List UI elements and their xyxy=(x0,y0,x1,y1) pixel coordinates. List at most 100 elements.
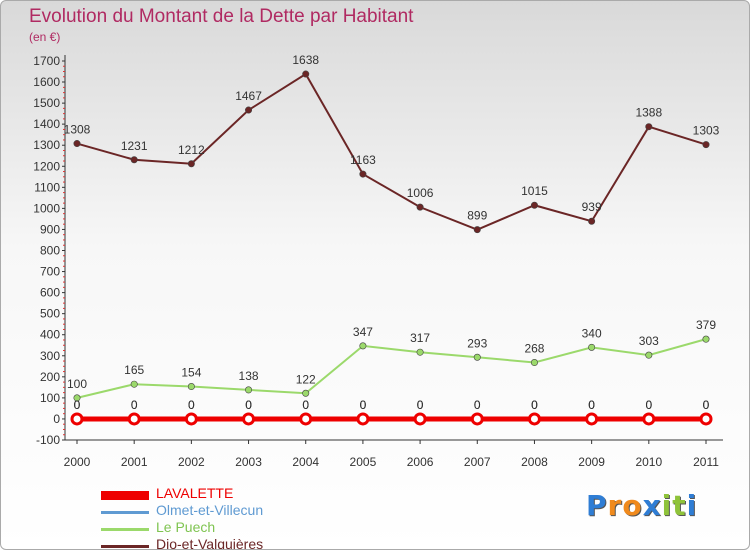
data-label: 1163 xyxy=(350,153,376,167)
data-point xyxy=(73,140,81,148)
legend-swatch xyxy=(101,511,149,514)
x-tick-label: 2003 xyxy=(235,455,262,469)
data-label: 0 xyxy=(188,398,195,412)
legend-label: Dio-et-Valquières xyxy=(156,536,264,550)
x-tick-label: 2006 xyxy=(407,455,434,469)
x-tick-label: 2002 xyxy=(178,455,205,469)
data-point xyxy=(245,386,253,394)
x-tick-label: 2011 xyxy=(693,455,719,469)
data-label: 1388 xyxy=(635,106,662,120)
data-point xyxy=(642,412,656,426)
data-point xyxy=(299,412,313,426)
y-tick-label: 1000 xyxy=(33,201,60,215)
x-tick-label: 2010 xyxy=(635,455,662,469)
logo-letter: r xyxy=(607,489,623,522)
data-label: 0 xyxy=(531,398,538,412)
data-point xyxy=(702,335,710,343)
data-label: 1212 xyxy=(178,143,205,157)
data-label: 0 xyxy=(645,398,652,412)
data-label: 1006 xyxy=(407,186,434,200)
x-tick-label: 2005 xyxy=(350,455,377,469)
logo-letter: i xyxy=(661,489,673,522)
data-point xyxy=(302,389,310,397)
data-label: 0 xyxy=(245,398,252,412)
x-tick-label: 2008 xyxy=(521,455,548,469)
data-point xyxy=(588,217,596,225)
legend-label: LAVALETTE xyxy=(156,485,234,501)
data-point xyxy=(73,394,81,402)
y-tick-label: 1100 xyxy=(34,180,60,194)
data-label: 0 xyxy=(245,398,252,412)
data-label: 0 xyxy=(131,398,138,412)
data-point xyxy=(130,380,138,388)
y-tick-label: 1300 xyxy=(33,138,60,152)
y-tick-label: -100 xyxy=(36,433,60,447)
data-label: 0 xyxy=(360,398,367,412)
data-label: 165 xyxy=(124,363,144,377)
data-label: 0 xyxy=(131,398,138,412)
x-tick-label: 2007 xyxy=(464,455,491,469)
data-point xyxy=(242,412,256,426)
data-label: 0 xyxy=(703,398,710,412)
y-tick-label: 1400 xyxy=(33,117,60,131)
data-label: 0 xyxy=(417,398,424,412)
logo-letter: P xyxy=(586,489,608,522)
data-point xyxy=(702,141,710,149)
data-label: 0 xyxy=(474,398,481,412)
data-point xyxy=(130,156,138,164)
data-point xyxy=(245,106,253,114)
chart-title: Evolution du Montant de la Dette par Hab… xyxy=(29,6,414,27)
data-label: 379 xyxy=(696,318,716,332)
x-tick-label: 2004 xyxy=(292,455,319,469)
data-label: 0 xyxy=(74,398,81,412)
data-point xyxy=(302,70,310,78)
data-label: 1015 xyxy=(521,184,548,198)
data-label: 899 xyxy=(467,209,487,223)
data-label: 293 xyxy=(467,336,487,350)
legend-swatch xyxy=(101,545,149,548)
data-point xyxy=(645,123,653,131)
y-tick-label: 1600 xyxy=(33,75,60,89)
y-tick-label: 0 xyxy=(53,412,60,426)
data-label: 100 xyxy=(67,377,87,391)
legend-swatch xyxy=(101,528,149,531)
data-point xyxy=(127,412,141,426)
data-label: 939 xyxy=(582,200,602,214)
data-label: 154 xyxy=(181,366,201,380)
data-label: 317 xyxy=(410,331,430,345)
data-point xyxy=(699,412,713,426)
data-point xyxy=(530,359,538,367)
y-tick-label: 500 xyxy=(40,307,60,321)
data-label: 0 xyxy=(588,398,595,412)
logo-letter: x xyxy=(642,489,662,522)
data-label: 0 xyxy=(417,398,424,412)
x-tick-label: 2001 xyxy=(121,455,148,469)
y-tick-label: 800 xyxy=(40,244,60,258)
data-point xyxy=(356,412,370,426)
y-tick-label: 900 xyxy=(40,222,60,236)
data-label: 0 xyxy=(645,398,652,412)
data-label: 1638 xyxy=(292,53,319,67)
data-label: 1308 xyxy=(64,123,91,137)
unit-label: (en €) xyxy=(29,30,61,44)
data-point xyxy=(530,201,538,209)
data-label: 1231 xyxy=(121,139,148,153)
data-label: 0 xyxy=(474,398,481,412)
data-label: 0 xyxy=(188,398,195,412)
y-tick-label: 1700 xyxy=(33,54,60,68)
data-label: 0 xyxy=(360,398,367,412)
data-point xyxy=(416,203,424,211)
x-tick-label: 2000 xyxy=(64,455,91,469)
y-tick-label: 100 xyxy=(40,391,60,405)
data-point xyxy=(588,343,596,351)
data-label: 0 xyxy=(588,398,595,412)
data-point xyxy=(187,160,195,168)
data-label: 1303 xyxy=(693,124,720,138)
data-label: 268 xyxy=(524,342,544,356)
legend-swatch xyxy=(101,491,149,500)
data-label: 0 xyxy=(302,398,309,412)
y-tick-label: 1500 xyxy=(33,96,60,110)
data-point xyxy=(70,412,84,426)
